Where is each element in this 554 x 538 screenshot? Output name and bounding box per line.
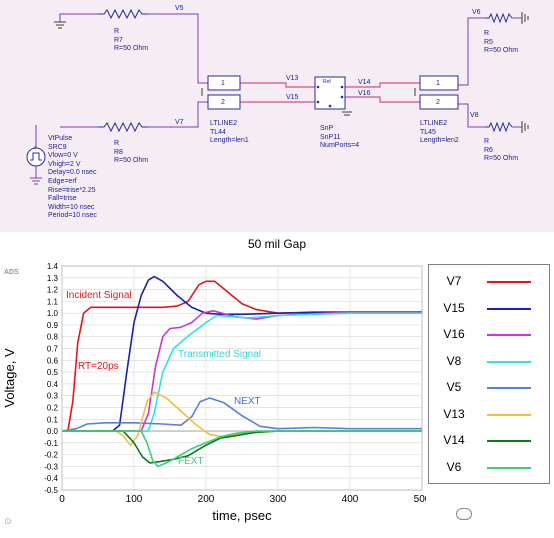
watermark-left: ⊙: [4, 516, 12, 526]
net-v14: V14: [358, 79, 371, 86]
voltage-chart: -0.5 -0.4 -0.3 -0.2 -0.1 0.0 0.1 0.2 0.3 0.4 0.5 0.…: [2, 262, 426, 523]
legend-item-v8: V8: [429, 351, 549, 371]
x-tick-label: 500: [414, 494, 426, 505]
legend-label: V14: [443, 433, 465, 447]
legend-label: V15: [443, 300, 465, 315]
y-tick-label: 0.0: [47, 427, 59, 436]
net-v6: V6: [472, 9, 481, 16]
annotation-rt-20ps: RT=20ps: [78, 361, 119, 372]
y-tick-label: 1.4: [47, 262, 59, 271]
snp-ref: Ref: [323, 79, 331, 85]
annotation-fext: FEXT: [178, 456, 204, 467]
net-v5: V5: [175, 5, 184, 12]
chart-axes: -0.5 -0.4 -0.3 -0.2 -0.1 0.0 0.1 0.2 0.3 0.4 0.5 0.…: [2, 262, 426, 523]
y-tick-label: -0.3: [44, 462, 58, 471]
legend-item-v13: V13: [429, 404, 549, 424]
net-v13: V13: [286, 75, 299, 82]
chart-annotations: Incident Signal RT=20ps Transmitted Signal…: [66, 290, 261, 467]
y-tick-label: -0.2: [44, 451, 58, 460]
y-tick-label: 1.3: [47, 274, 59, 283]
series-line-v8: [62, 312, 422, 432]
y-axis-label: Voltage, V: [2, 348, 17, 408]
legend-item-v6: V6: [429, 457, 549, 477]
net-v8: V8: [470, 112, 479, 119]
x-tick-label: 200: [198, 494, 215, 505]
tl44-pin2: 2: [221, 99, 225, 106]
gap-caption: 50 mil Gap: [247, 237, 307, 251]
legend-item-v5: V5: [429, 377, 549, 397]
tl45-pin1: 1: [436, 80, 440, 87]
r6-label: R R6 R=50 Ohm: [484, 138, 519, 163]
annotation-transmitted-signal: Transmitted Signal: [178, 349, 261, 360]
x-axis-label: time, psec: [212, 508, 272, 523]
legend-label: V7: [446, 274, 462, 288]
snp-label: SnP SnP11 NumPorts=4: [320, 125, 360, 150]
y-tick-label: -0.1: [44, 439, 58, 448]
legend-item-v15: V15: [429, 298, 549, 318]
legend-label: V6: [446, 459, 462, 474]
net-v15: V15: [286, 94, 299, 101]
y-tick-label: 0.5: [47, 368, 59, 377]
r5-label: R R5 R=50 Ohm: [484, 30, 519, 55]
x-tick-label: 400: [342, 494, 359, 505]
legend-item-v14: V14: [429, 430, 549, 450]
y-tick-label: 1.2: [47, 286, 59, 295]
chart-legend: V7 V15 V16 V8 V5 V13 V14 V6: [428, 264, 550, 484]
legend-swatch: [487, 281, 531, 283]
legend-swatch: [487, 307, 531, 310]
y-tick-label: 0.1: [47, 415, 59, 424]
r8-label: R R8 R=50 Ohm: [114, 140, 149, 165]
x-tick-label: 100: [126, 494, 143, 505]
legend-item-v16: V16: [429, 324, 549, 344]
series-line-v14: [62, 430, 422, 464]
schematic-wiring: +: [26, 8, 529, 185]
tl45-label: LTLINE2 TL45 Length=len2: [420, 120, 459, 145]
series-line-v5: [61, 397, 422, 432]
x-tick-label: 300: [270, 494, 287, 505]
series-line-v6: [62, 430, 422, 468]
y-tick-label: 0.8: [47, 333, 59, 342]
wechat-icon: [456, 508, 472, 521]
y-tick-label: 0.3: [47, 392, 59, 401]
series-line-v13: [62, 391, 422, 446]
y-tick-label: 1.0: [47, 309, 59, 318]
annotation-next: NEXT: [234, 396, 261, 407]
net-v7: V7: [175, 119, 184, 126]
annotation-incident-signal: Incident Signal: [66, 290, 132, 301]
y-tick-label: 1.1: [47, 297, 59, 306]
y-tick-label: 0.9: [47, 321, 59, 330]
y-tick-label: -0.4: [44, 474, 58, 483]
y-tick-label: 0.2: [47, 403, 59, 412]
y-tick-label: 0.4: [47, 380, 59, 389]
tl44-pin1: 1: [221, 80, 225, 87]
legend-label: V16: [443, 327, 465, 341]
watermark-right: [456, 508, 475, 521]
chart-series: [61, 275, 422, 468]
net-v16: V16: [358, 90, 371, 97]
legend-label: V8: [446, 353, 462, 368]
legend-label: V13: [443, 406, 465, 421]
svg-text:+: +: [33, 145, 37, 152]
r7-label: R R7 R=50 Ohm: [114, 28, 149, 53]
series-line-v15: [62, 275, 422, 432]
legend-label: V5: [446, 380, 462, 394]
tl44-label: LTLINE2 TL44 Length=len1: [210, 120, 249, 145]
legend-swatch: [487, 334, 531, 336]
legend-swatch: [487, 387, 531, 389]
y-tick-label: 0.6: [47, 356, 59, 365]
legend-swatch: [487, 440, 531, 442]
legend-swatch: [487, 413, 531, 416]
x-tick-label: 0: [59, 494, 65, 505]
y-tick-label: 0.7: [47, 345, 59, 354]
tool-tag: ADS: [4, 269, 19, 276]
legend-item-v7: V7: [429, 271, 549, 291]
y-tick-label: -0.5: [44, 486, 58, 495]
legend-swatch: [487, 466, 531, 469]
tl45-pin2: 2: [436, 99, 440, 106]
source-label: VtPulse SRC9 Vlow=0 V Vhigh=2 V Delay=0.0 ns…: [48, 135, 97, 220]
legend-swatch: [487, 360, 531, 363]
